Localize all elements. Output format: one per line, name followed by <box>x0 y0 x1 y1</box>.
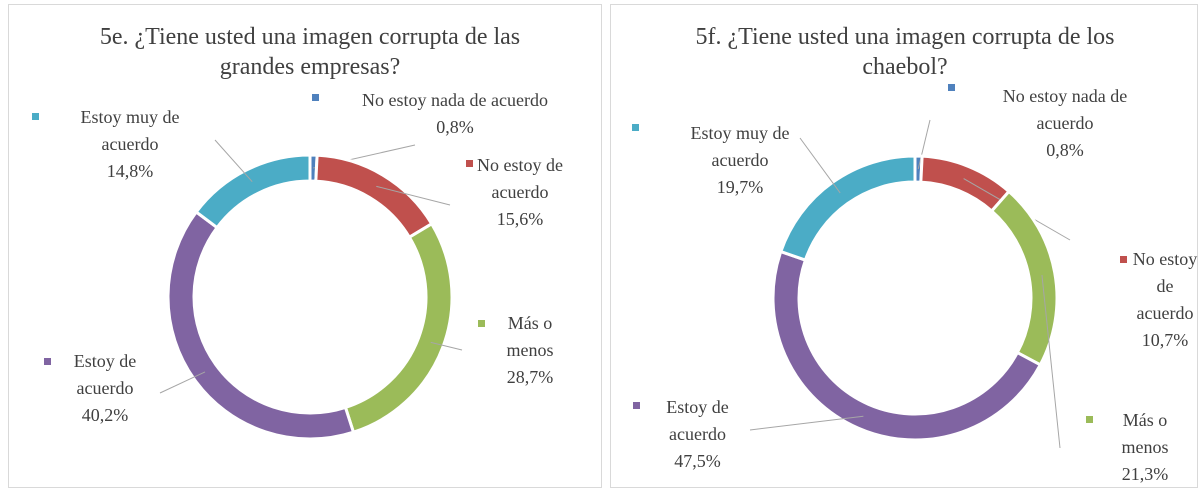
leader-line <box>799 137 841 194</box>
leader-line <box>214 139 253 183</box>
category-label: Estoy de acuerdo <box>73 351 137 398</box>
data-label: Estoy de acuerdo 40,2% <box>55 348 155 429</box>
category-label: Más o menos <box>1121 410 1169 457</box>
category-label: Más o menos <box>506 313 554 360</box>
donut-slice <box>166 209 356 441</box>
legend-marker <box>1120 256 1127 263</box>
legend-marker <box>632 124 639 131</box>
data-label: No estoy nada de acuerdo 0,8% <box>325 87 585 141</box>
leader-line <box>430 341 463 351</box>
value-label: 15,6% <box>496 209 544 229</box>
donut-slice <box>919 154 1012 214</box>
legend-marker <box>32 113 39 120</box>
data-label: Estoy de acuerdo 47,5% <box>645 394 750 475</box>
leader-line <box>1041 274 1061 449</box>
leader-line <box>917 119 931 170</box>
category-label: No estoy nada de acuerdo <box>362 90 548 110</box>
chart-title: 5e. ¿Tiene usted una imagen corrupta de … <box>99 24 521 80</box>
legend-marker <box>948 84 955 91</box>
category-label: No estoy nada de acuerdo <box>1002 86 1128 133</box>
legend-marker <box>478 320 485 327</box>
data-label: No estoy de acuerdo 10,7% <box>1130 246 1200 354</box>
legend-marker <box>312 94 319 101</box>
data-label: Más o menos 28,7% <box>490 310 570 391</box>
donut-slice <box>194 153 312 230</box>
legend-marker <box>633 402 640 409</box>
data-label: No estoy nada de acuerdo 0,8% <box>980 83 1150 164</box>
data-label: Estoy muy de acuerdo 14,8% <box>55 104 205 185</box>
value-label: 0,8% <box>1046 140 1084 160</box>
donut-slice <box>771 249 1043 442</box>
category-label: Estoy de acuerdo <box>666 397 729 444</box>
data-label: Estoy muy de acuerdo 19,7% <box>660 120 820 201</box>
data-label: Más o menos 21,3% <box>1105 407 1185 488</box>
chart-title: 5f. ¿Tiene usted una imagen corrupta de … <box>695 24 1115 80</box>
donut-slice <box>343 221 454 435</box>
value-label: 14,8% <box>106 161 154 181</box>
category-label: Estoy muy de acuerdo <box>690 123 790 170</box>
data-label: No estoy de acuerdo 15,6% <box>470 152 570 233</box>
donut-slice <box>778 154 917 262</box>
value-label: 10,7% <box>1141 330 1189 350</box>
legend-marker <box>1086 416 1093 423</box>
category-label: Estoy muy de acuerdo <box>80 107 180 154</box>
leader-line <box>376 185 451 206</box>
value-label: 19,7% <box>716 177 764 197</box>
leader-line <box>159 371 206 394</box>
category-label: No estoy de acuerdo <box>477 155 563 202</box>
value-label: 0,8% <box>436 117 474 137</box>
value-label: 40,2% <box>81 405 129 425</box>
category-label: No estoy de acuerdo <box>1132 249 1198 323</box>
value-label: 47,5% <box>674 451 721 471</box>
leader-line <box>749 415 864 431</box>
donut-slice <box>989 189 1059 367</box>
legend-marker <box>466 160 473 167</box>
value-label: 28,7% <box>506 367 554 387</box>
value-label: 21,3% <box>1121 464 1169 484</box>
legend-marker <box>44 358 51 365</box>
